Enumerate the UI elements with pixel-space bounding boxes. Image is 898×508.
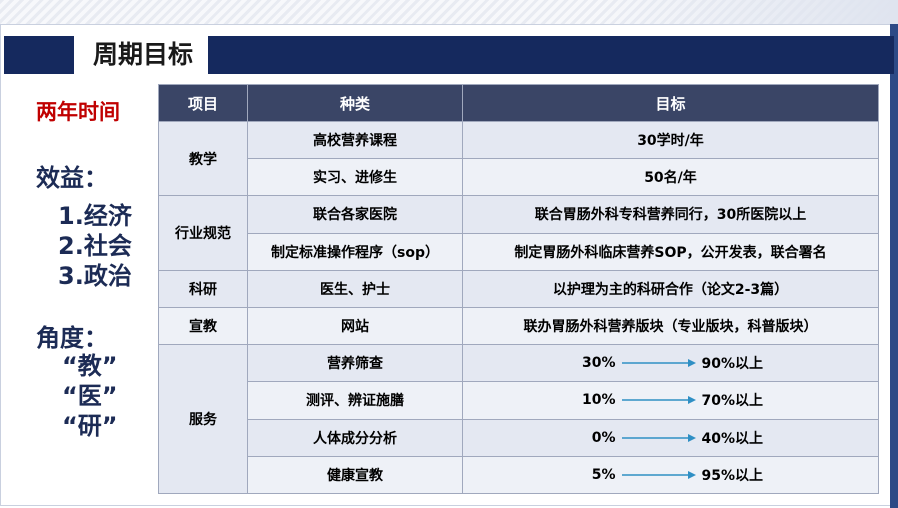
arrow-right-icon	[621, 359, 696, 368]
kind-cell: 联合各家医院	[247, 195, 463, 234]
baseline-value: 5%	[591, 466, 616, 483]
target-value: 40%以上	[701, 430, 764, 447]
kind-cell: 医生、护士	[247, 269, 463, 308]
duration-label: 两年时间	[36, 100, 120, 124]
angle-heading: 角度：	[36, 324, 108, 352]
kind-cell: 制定标准操作程序（sop）	[247, 232, 463, 271]
header-project: 项目	[158, 84, 248, 122]
goal-cell: 0% 40%以上	[462, 418, 879, 457]
project-cell: 宣教	[158, 306, 248, 346]
goal-cell: 制定胃肠外科临床营养SOP，公开发表，联合署名	[462, 232, 879, 271]
angle-item: “教”	[62, 352, 118, 380]
header-goal: 目标	[462, 84, 879, 122]
target-value: 90%以上	[701, 356, 764, 373]
benefit-item: 3.政治	[58, 262, 132, 290]
top-stripe-accent	[598, 0, 898, 24]
target-value: 70%以上	[701, 393, 764, 410]
table-row: 制定标准操作程序（sop） 制定胃肠外科临床营养SOP，公开发表，联合署名	[159, 232, 879, 271]
table-row: 行业规范 联合各家医院 联合胃肠外科专科营养同行，30所医院以上	[158, 195, 879, 271]
goal-cell: 以护理为主的科研合作（论文2-3篇）	[462, 269, 879, 308]
goal-cell: 50名/年	[462, 158, 879, 197]
project-cell: 科研	[158, 269, 248, 308]
goals-table: 项目 种类 目标 教学 高校营养课程 30学时/年 实习、进修生 50名/年 行…	[158, 84, 879, 495]
table-row: 实习、进修生 50名/年	[159, 158, 879, 197]
table-row: 科研 医生、护士 以护理为主的科研合作（论文2-3篇）	[158, 269, 879, 308]
kind-cell: 网站	[247, 306, 463, 346]
top-stripe	[0, 0, 898, 25]
title-bar-left	[4, 36, 74, 74]
title-bar-right	[208, 36, 894, 74]
benefit-item: 1.经济	[58, 202, 132, 230]
kind-cell: 高校营养课程	[247, 120, 463, 160]
angle-item: “研”	[62, 412, 118, 440]
page-title: 周期目标	[92, 40, 193, 69]
goal-cell: 10% 70%以上	[462, 381, 879, 420]
kind-cell: 人体成分分析	[247, 418, 463, 457]
table-row: 测评、辨证施膳 10% 70%以上	[159, 381, 879, 420]
kind-cell: 健康宣教	[247, 455, 463, 495]
project-cell: 行业规范	[158, 195, 248, 271]
right-accent-bar	[890, 24, 898, 508]
goal-cell: 30学时/年	[462, 120, 879, 160]
benefit-item: 2.社会	[58, 232, 132, 260]
benefit-heading: 效益：	[36, 164, 108, 192]
goal-cell: 联合胃肠外科专科营养同行，30所医院以上	[462, 195, 879, 234]
table-row: 健康宣教 5% 95%以上	[159, 455, 879, 495]
baseline-value: 10%	[581, 392, 616, 409]
arrow-right-icon	[621, 433, 696, 442]
table-row: 教学 高校营养课程 30学时/年	[158, 120, 879, 197]
baseline-value: 0%	[591, 429, 616, 446]
project-cell: 服务	[158, 344, 248, 494]
table-row: 服务 营养筛查 30% 90%以上	[158, 344, 879, 494]
kind-cell: 测评、辨证施膳	[247, 381, 463, 420]
goal-cell: 联办胃肠外科营养版块（专业版块，科普版块）	[462, 306, 879, 346]
goal-cell: 5% 95%以上	[462, 455, 879, 495]
kind-cell: 营养筛查	[247, 344, 463, 383]
target-value: 95%以上	[701, 467, 764, 484]
arrow-right-icon	[621, 396, 696, 405]
table-row: 宣教 网站 联办胃肠外科营养版块（专业版块，科普版块）	[158, 306, 879, 346]
kind-cell: 实习、进修生	[247, 158, 463, 197]
baseline-value: 30%	[581, 355, 616, 372]
table-header-row: 项目 种类 目标	[158, 84, 879, 122]
table-row: 人体成分分析 0% 40%以上	[159, 418, 879, 457]
arrow-right-icon	[621, 470, 696, 479]
goal-cell: 30% 90%以上	[462, 344, 879, 383]
project-cell: 教学	[158, 120, 248, 197]
header-kind: 种类	[247, 84, 463, 122]
angle-item: “医”	[62, 382, 118, 410]
